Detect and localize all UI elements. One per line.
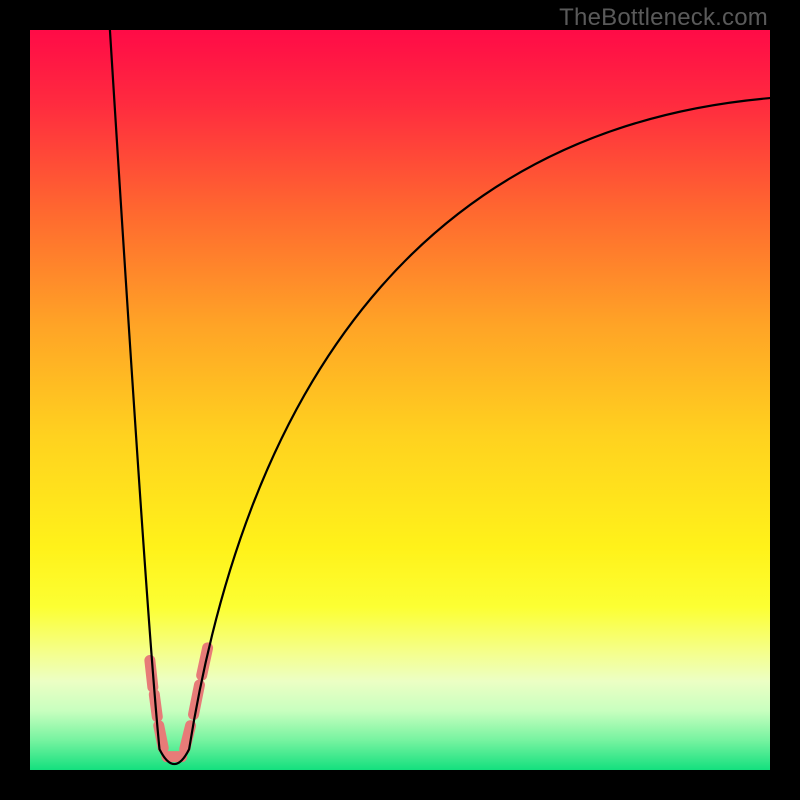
- chart-stage: TheBottleneck.com: [0, 0, 800, 800]
- curve-layer: [30, 30, 770, 770]
- plot-area: [30, 30, 770, 770]
- watermark-text: TheBottleneck.com: [559, 4, 768, 32]
